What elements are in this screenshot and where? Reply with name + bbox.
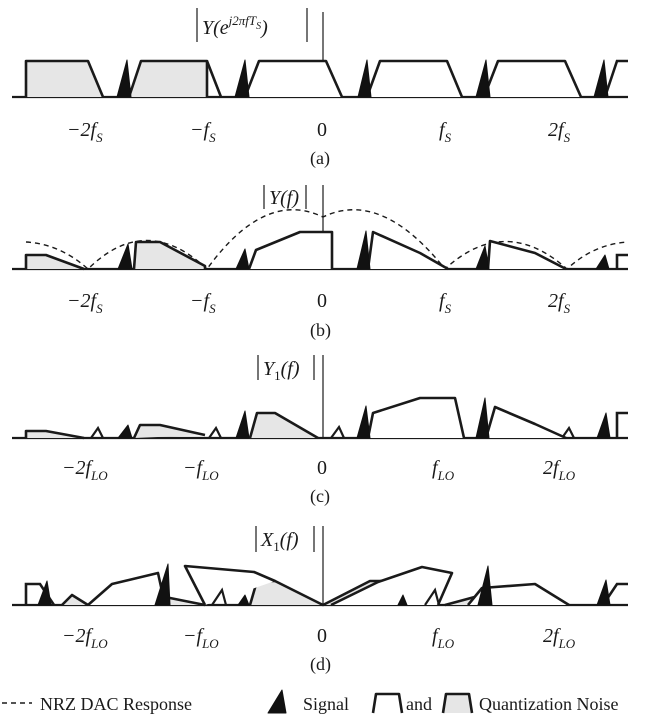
panel-b: Y(f) −2fS −fS 0 fS 2fS (b) [12,185,629,341]
signal-band [397,594,408,606]
signal-band [475,59,491,98]
quantization-noise-band [248,411,319,440]
tick-label: −2fS [67,290,103,316]
image-band [484,405,567,440]
tick-labels: −2fS −fS 0 fS 2fS [67,119,571,145]
signal-band [117,424,133,439]
tick-label: fLO [432,625,455,651]
panel-caption: (d) [310,654,331,675]
image-band [466,582,570,607]
tick-label: 0 [317,457,327,479]
legend-quantization-swatch [441,692,474,714]
image-band [366,396,466,439]
tick-label: −fS [190,290,216,316]
tick-label: −fLO [183,457,219,483]
tick-label: −2fS [67,119,103,145]
quantization-noise-band [132,423,206,439]
signal-band [235,410,250,439]
tick-label: −2fLO [62,457,108,483]
tick-label: 0 [317,119,327,141]
signal-band [477,565,493,606]
tick-label: 2fS [548,119,571,145]
signal-band [154,563,171,606]
image-band [482,59,583,98]
tick-label: fLO [432,457,455,483]
tick-labels: −2fS −fS 0 fS 2fS [67,290,571,316]
signal-band [234,59,250,98]
signal-band [596,412,611,439]
tick-label: 2fLO [543,625,576,651]
tick-labels: −2fLO −fLO 0 fLO 2fLO [62,625,576,651]
signal-band [117,243,133,270]
image-band [243,59,344,98]
panel-caption: (c) [310,486,330,507]
legend: NRZ DAC Response Signal and Quantization… [2,689,618,714]
signal-band [235,248,250,270]
signal-band [356,405,371,439]
y-label: Y(ej2πfTS) [202,13,268,39]
quantization-noise-band [61,593,89,607]
signal-band [237,594,250,606]
signal-band [37,580,52,606]
tick-labels: −2fLO −fLO 0 fLO 2fLO [62,457,576,483]
legend-image-swatch [371,692,404,714]
panel-a: Y(ej2πfTS) −2fS −fS 0 fS 2fS (a) [12,8,628,169]
image-band [183,564,276,606]
quantization-noise-band [24,253,85,271]
y-label: Y1(f) [263,358,300,383]
image-band [330,565,454,607]
image-band [486,239,567,271]
panel-caption: (b) [310,320,331,341]
nrz-dac-response-curve [25,209,629,271]
signal-band [116,59,132,98]
tick-label: 2fS [548,290,571,316]
y-label: Y(f) [269,187,299,209]
quantization-noise-band [24,429,85,440]
quantization-noise-band [132,240,207,270]
tick-label: 2fLO [543,457,576,483]
tick-label: −fS [190,119,216,145]
image-band [247,230,334,270]
signal-band [475,245,490,270]
tick-label: 0 [317,625,327,647]
legend-dac-label: NRZ DAC Response [40,694,192,714]
image-band [366,230,449,271]
legend-signal-label: Signal [303,694,349,714]
quantization-noise-band [24,59,105,98]
signal-band [356,230,371,270]
legend-quantization-label: Quantization Noise [479,694,618,714]
signal-band [357,59,372,98]
signal-band [595,254,610,270]
signal-band [596,579,611,606]
quantization-noise-band [127,59,209,98]
image-band [87,571,167,606]
panel-c: Y1(f) −2fLO −fLO 0 fLO 2fLO (c) [12,355,628,507]
tick-label: fS [439,119,452,145]
legend-signal-swatch [267,689,287,714]
panel-caption: (a) [310,148,330,169]
tick-label: −fLO [183,625,219,651]
signal-band [475,397,490,439]
panel-d: X1(f) −2fLO −fLO 0 fLO 2fLO (d) [12,526,628,675]
legend-and-label: and [406,694,432,714]
image-band [365,59,464,98]
tick-label: −2fLO [62,625,108,651]
tick-label: fS [439,290,452,316]
signal-band [593,59,609,98]
tick-label: 0 [317,290,327,312]
y-label: X1(f) [260,529,299,554]
